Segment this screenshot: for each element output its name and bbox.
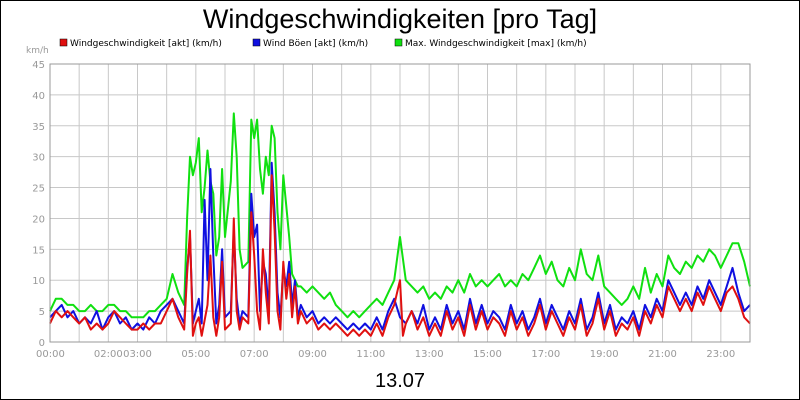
x-tick-label: 17:00 <box>531 349 560 360</box>
grid <box>49 63 751 343</box>
y-tick-label: 0 <box>39 338 45 349</box>
x-tick-label: 23:00 <box>706 349 735 360</box>
legend-swatch <box>394 38 403 47</box>
x-tick-label: 02:00 <box>94 349 123 360</box>
x-tick-label: 03:00 <box>123 349 152 360</box>
plot-area-border <box>49 63 751 343</box>
legend: Windgeschwindigkeit [akt] (km/h) Wind Böe… <box>59 38 587 49</box>
series-line-1 <box>49 174 751 337</box>
x-tick-label: 07:00 <box>240 349 269 360</box>
y-tick-label: 15 <box>32 245 45 256</box>
chart-title: Windgeschwindigkeiten [pro Tag] <box>203 4 597 34</box>
x-axis-date-label: 13.07 <box>375 370 425 392</box>
legend-label: Windgeschwindigkeit [akt] (km/h) <box>70 39 222 49</box>
x-tick-label: 13:00 <box>415 349 444 360</box>
x-tick-label: 19:00 <box>590 349 619 360</box>
legend-swatch <box>252 38 261 47</box>
series-layer <box>49 112 751 337</box>
x-tick-label: 00:00 <box>36 349 65 360</box>
y-tick-label: 30 <box>32 153 45 164</box>
x-tick-label: 05:00 <box>181 349 210 360</box>
y-tick-label: 45 <box>32 60 45 71</box>
legend-swatch <box>59 38 68 47</box>
legend-label: Max. Windgeschwindigkeit [max] (km/h) <box>405 39 587 49</box>
y-tick-label: 35 <box>32 122 45 133</box>
y-tick-label: 25 <box>32 184 45 195</box>
x-tick-label: 15:00 <box>473 349 502 360</box>
y-tick-label: 20 <box>32 214 45 225</box>
y-tick-label: 40 <box>32 91 45 102</box>
x-tick-label: 21:00 <box>648 349 677 360</box>
x-tick-label: 11:00 <box>356 349 385 360</box>
axis-labels: 0 5 10 15 20 25 30 35 40 45 00:00 02:00 03:00 05:00 07… <box>32 60 735 360</box>
y-tick-label: 10 <box>32 276 45 287</box>
y-axis-unit-label: km/h <box>26 46 49 56</box>
x-tick-label: 09:00 <box>298 349 327 360</box>
legend-label: Wind Böen [akt] (km/h) <box>263 39 368 49</box>
y-tick-label: 5 <box>39 307 45 318</box>
